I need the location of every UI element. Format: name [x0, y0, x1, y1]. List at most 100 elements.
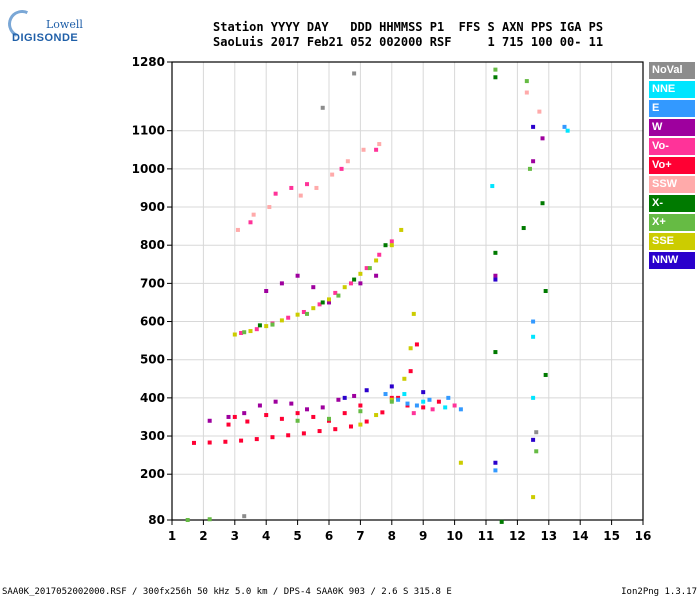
data-point [295, 418, 300, 423]
data-point [264, 289, 269, 293]
data-point [317, 302, 322, 307]
data-point [389, 243, 394, 248]
data-point [524, 90, 529, 95]
lowell-digisonde-logo: Lowell DIGISONDE [4, 6, 86, 48]
data-point [408, 346, 413, 351]
data-point [396, 397, 401, 402]
data-point [534, 449, 539, 454]
data-point [342, 395, 347, 400]
data-point [531, 395, 536, 400]
data-point [383, 392, 388, 397]
legend-item-noval: NoVal [649, 62, 695, 79]
data-point [286, 315, 291, 320]
data-point [493, 67, 498, 72]
data-point [314, 185, 319, 190]
data-point [430, 407, 435, 412]
series-nne [402, 128, 570, 410]
series-vo- [239, 147, 457, 416]
data-point [289, 401, 294, 406]
data-point [345, 159, 350, 164]
data-point [452, 403, 457, 408]
y-tick-label: 800 [140, 238, 165, 252]
y-tick-label: 80 [148, 513, 165, 527]
data-point [311, 285, 316, 290]
data-point [352, 393, 357, 398]
x-tick-label: 16 [635, 529, 652, 543]
data-point [226, 414, 231, 419]
data-point [289, 185, 294, 190]
series-e [383, 124, 567, 473]
data-point [279, 281, 284, 286]
x-tick-label: 6 [325, 529, 333, 543]
legend-item-ssw: SSW [649, 176, 695, 193]
data-point [493, 350, 498, 355]
data-point [342, 411, 347, 416]
data-point [273, 191, 278, 196]
data-point [257, 403, 262, 408]
data-point [320, 300, 325, 305]
data-point [537, 109, 542, 114]
series-nnw [342, 124, 536, 465]
data-point [320, 405, 325, 410]
x-tick-label: 9 [419, 529, 427, 543]
data-point [273, 399, 278, 404]
data-point [367, 266, 372, 271]
data-point [264, 413, 269, 418]
data-point [414, 403, 419, 408]
plot-grid [171, 61, 644, 521]
data-point [295, 312, 300, 317]
plot-frame [171, 61, 644, 521]
series-x- [257, 75, 548, 524]
data-point [411, 411, 416, 416]
data-point [364, 388, 369, 393]
x-tick-label: 11 [478, 529, 495, 543]
data-point [248, 220, 253, 225]
series-w [207, 136, 545, 423]
data-point [414, 342, 419, 347]
legend-item-sse: SSE [649, 233, 695, 250]
x-tick-label: 7 [356, 529, 364, 543]
data-point [565, 128, 570, 133]
logo-lowell-text: Lowell [46, 18, 83, 31]
data-point [421, 399, 426, 404]
y-tick-label: 1280 [132, 55, 165, 69]
data-point [242, 330, 247, 335]
data-point [264, 324, 269, 329]
x-tick-label: 3 [231, 529, 239, 543]
series-noval [242, 71, 539, 519]
data-point [270, 322, 275, 327]
data-point [191, 440, 196, 445]
data-point [531, 495, 536, 500]
data-point [279, 318, 284, 323]
data-point [226, 422, 231, 427]
data-point [408, 369, 413, 374]
data-point [305, 407, 310, 412]
data-point [543, 289, 548, 293]
header-values-row: SaoLuis 2017 Feb21 052 002000 RSF 1 715 … [213, 35, 604, 49]
data-point [270, 435, 275, 440]
x-tick-label: 1 [168, 529, 176, 543]
data-point [320, 105, 325, 110]
legend-item-vo-: Vo+ [649, 157, 695, 174]
data-point [348, 281, 353, 286]
data-point [521, 226, 526, 231]
legend-item-nnw: NNW [649, 252, 695, 269]
x-tick-label: 5 [293, 529, 301, 543]
data-point [245, 419, 250, 424]
data-point [348, 424, 353, 429]
data-point [421, 390, 426, 395]
data-point [374, 147, 379, 152]
data-point [254, 437, 259, 442]
series-sse [232, 227, 536, 500]
data-point [336, 397, 341, 402]
data-point [358, 409, 363, 414]
data-point [242, 514, 247, 519]
data-point [295, 411, 300, 416]
data-point [207, 418, 212, 423]
data-point [531, 124, 536, 129]
data-point [242, 411, 247, 416]
data-point [333, 290, 338, 295]
data-point [374, 258, 379, 263]
axis-ticks: 1 2 3 4 5 6 7 8 9 10 11 12 13 14 15 1680200300400500600… [132, 55, 652, 543]
data-point [540, 136, 545, 141]
